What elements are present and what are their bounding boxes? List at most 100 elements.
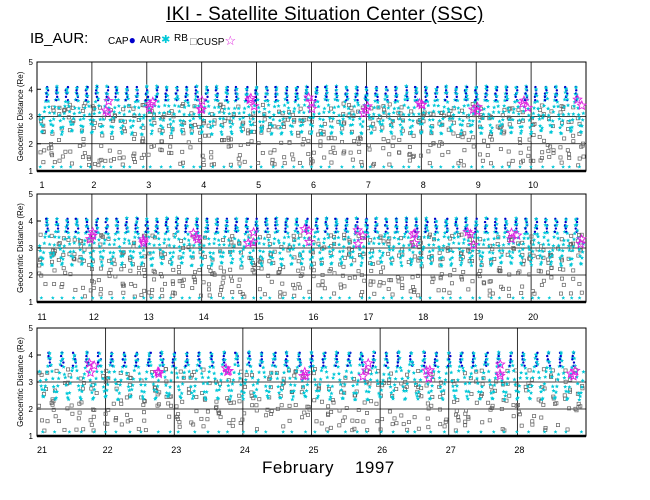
aur-point: [199, 129, 205, 134]
aur-point: [188, 123, 193, 128]
rb-point: [382, 107, 387, 112]
aur-point: [338, 382, 343, 387]
aur-point: [231, 243, 237, 248]
aur-point: [512, 106, 517, 111]
aur-point: [238, 164, 242, 169]
aur-point: [410, 118, 416, 123]
rb-point: [438, 380, 443, 385]
aur-point: [507, 249, 512, 254]
rb-point: [81, 142, 86, 147]
rb-point: [521, 258, 526, 263]
aur-point: [183, 98, 188, 103]
aur-point: [266, 395, 271, 400]
aur-point: [60, 295, 64, 300]
aur-point: [62, 104, 67, 108]
aur-point: [206, 104, 211, 108]
cap-point: [504, 227, 507, 230]
aur-point: [58, 247, 63, 251]
aur-point: [289, 132, 294, 137]
cusp-point: [362, 357, 374, 368]
cap-point: [134, 224, 137, 227]
cap-point: [494, 230, 498, 233]
rb-point: [105, 421, 110, 426]
cusp-point: [138, 237, 149, 248]
aur-point: [540, 115, 545, 120]
aur-point: [189, 390, 194, 395]
cap-point: [553, 230, 557, 233]
aur-point: [426, 390, 431, 395]
aur-point: [295, 222, 300, 227]
cap-point: [134, 354, 137, 358]
aur-point: [459, 128, 464, 133]
cap-point: [294, 98, 297, 102]
rb-point: [122, 126, 126, 131]
aur-point: [215, 93, 220, 98]
cap-point: [509, 354, 512, 358]
aur-point: [40, 262, 45, 267]
aur-point: [421, 244, 426, 249]
rb-point: [59, 285, 64, 289]
aur-point: [167, 109, 172, 114]
aur-point: [180, 381, 185, 386]
aur-point: [74, 85, 79, 90]
aur-point: [164, 390, 169, 395]
aur-point: [394, 224, 400, 229]
aur-point: [514, 90, 519, 95]
aur-point: [406, 243, 412, 247]
aur-point: [500, 122, 505, 127]
aur-point: [257, 241, 262, 246]
aur-point: [449, 370, 454, 375]
aur-point: [437, 375, 442, 380]
aur-point: [40, 256, 46, 261]
cap-point: [571, 358, 574, 361]
aur-point: [446, 106, 451, 111]
aur-point: [561, 104, 567, 109]
rb-point: [129, 282, 134, 286]
aur-point: [178, 118, 183, 123]
aur-point: [173, 357, 178, 362]
aur-point: [317, 382, 322, 387]
aur-point: [392, 382, 397, 387]
aur-point: [563, 90, 568, 95]
aur-point: [57, 113, 62, 118]
aur-point: [425, 381, 430, 386]
rb-point: [356, 408, 361, 412]
aur-point: [70, 365, 75, 370]
aur-point: [148, 250, 153, 255]
aur-point: [69, 368, 74, 373]
rb-point: [191, 422, 196, 427]
aur-point: [125, 225, 130, 230]
rb-point: [531, 133, 536, 137]
aur-point: [238, 125, 243, 130]
aur-point: [430, 117, 435, 122]
aur-point: [570, 117, 575, 122]
rb-point: [341, 101, 346, 106]
aur-point: [62, 372, 67, 377]
aur-point: [293, 99, 298, 104]
rb-point: [326, 412, 331, 417]
aur-point: [239, 128, 244, 133]
aur-point: [526, 429, 531, 434]
rb-point: [226, 116, 231, 121]
aur-point: [481, 242, 486, 247]
cusp-point: [190, 231, 202, 242]
aur-point: [436, 109, 441, 114]
aur-point: [52, 111, 57, 115]
cap-point: [475, 95, 478, 99]
aur-point: [156, 230, 161, 235]
rb-point: [300, 272, 305, 277]
day-tick-label: 7: [366, 180, 371, 190]
aur-point: [371, 349, 376, 354]
rb-point: [518, 150, 523, 155]
y-axis-label: Geocentric Distance (Re): [16, 203, 25, 293]
aur-point: [57, 370, 62, 375]
rb-point: [412, 288, 417, 293]
aur-point: [314, 388, 319, 393]
aur-point: [267, 243, 272, 248]
rb-point: [227, 421, 232, 426]
aur-point: [66, 235, 71, 239]
aur-point: [374, 370, 379, 375]
rb-point: [81, 137, 86, 142]
aur-point: [173, 365, 178, 370]
rb-point: [43, 282, 48, 287]
